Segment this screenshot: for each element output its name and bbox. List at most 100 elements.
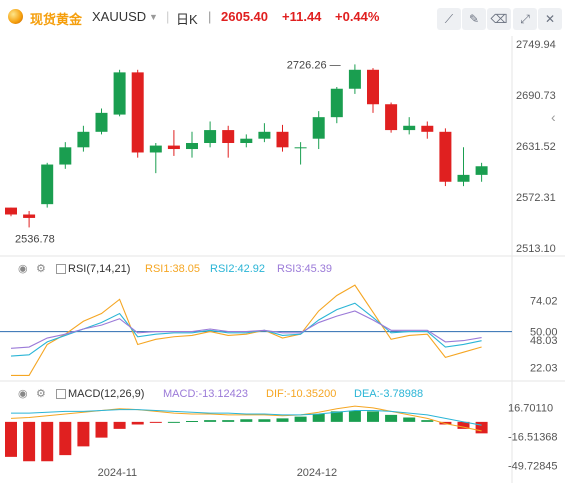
- fullscreen-icon[interactable]: ⤢: [513, 8, 537, 30]
- caret-down-icon[interactable]: ▼: [149, 12, 158, 22]
- gear-icon[interactable]: ⚙: [36, 263, 46, 275]
- dif-value: DIF:-10.35200: [266, 388, 337, 400]
- macd-bar: [222, 420, 235, 422]
- candle-body: [131, 72, 144, 153]
- rsi-line-rsi1: [11, 284, 482, 376]
- macd-value: MACD:-13.12423: [163, 388, 248, 400]
- rsi-tick-label: 22.03: [530, 363, 558, 375]
- eye-icon[interactable]: ◉: [18, 263, 28, 275]
- macd-bar: [421, 420, 434, 422]
- rsi-tick-label: 50.00: [530, 327, 558, 339]
- close-icon[interactable]: ✕: [538, 8, 562, 30]
- macd-bar: [77, 421, 90, 447]
- y-tick-label: 2631.52: [516, 141, 556, 153]
- candle-body: [41, 164, 54, 205]
- candle-body: [385, 104, 398, 131]
- macd-bar: [149, 421, 162, 423]
- candle-body: [312, 117, 325, 139]
- gold-logo-icon: [8, 9, 23, 24]
- rsi2-value: RSI2:42.92: [210, 263, 266, 275]
- candle-body: [59, 147, 72, 165]
- macd-tick-label: -49.72845: [508, 460, 558, 472]
- candle-body: [5, 207, 17, 215]
- macd-bar: [312, 414, 325, 422]
- macd-bar: [330, 411, 343, 422]
- candle-body: [95, 112, 108, 132]
- macd-bar: [59, 421, 72, 456]
- macd-bar: [5, 421, 17, 457]
- macd-bar: [276, 418, 289, 422]
- chevron-left-icon[interactable]: ‹: [551, 109, 556, 125]
- header-divider: |: [166, 9, 170, 24]
- header-bar: 现货黄金 XAUUSD ▼ | 日K | 2605.40 +11.44 +0.4…: [0, 0, 565, 36]
- rsi3-value: RSI3:45.39: [277, 263, 333, 275]
- macd-bar: [258, 419, 271, 422]
- y-tick-label: 2572.31: [516, 192, 556, 204]
- dea-value: DEA:-3.78988: [354, 388, 424, 400]
- dif-line: [10, 405, 482, 432]
- rsi-line-rsi2: [10, 302, 482, 357]
- candle-body: [258, 131, 271, 139]
- macd-bar: [41, 421, 54, 462]
- rsi-tick-label: 74.02: [530, 296, 558, 308]
- candle-body: [367, 69, 379, 105]
- y-tick-label: 2513.10: [516, 243, 556, 255]
- macd-tick-label: -16.51368: [508, 431, 558, 443]
- macd-bar: [186, 421, 198, 422]
- candle-body: [330, 88, 343, 118]
- candle-body: [294, 147, 307, 149]
- period-selector[interactable]: 日K: [176, 12, 198, 27]
- macd-bar: [294, 416, 307, 422]
- macd-bar: [475, 421, 488, 434]
- candle-body: [167, 145, 180, 150]
- macd-label: MACD(12,26,9): [68, 388, 145, 400]
- macd-bar: [204, 420, 217, 422]
- macd-bar: [95, 421, 108, 438]
- y-tick-label: 2690.73: [516, 90, 556, 102]
- macd-bar: [113, 421, 126, 429]
- pen-icon[interactable]: ✎: [462, 8, 486, 30]
- x-tick-label: 2024-12: [297, 467, 337, 479]
- price-change-pct: +0.44%: [335, 9, 380, 24]
- candle-body: [149, 145, 162, 153]
- rsi-label: RSI(7,14,21): [68, 263, 131, 275]
- candle-body: [204, 130, 217, 144]
- eraser-icon[interactable]: ⌫: [487, 8, 511, 30]
- candle-body: [23, 214, 36, 218]
- macd-bar: [131, 421, 144, 425]
- candle-body: [77, 131, 90, 148]
- dea-line: [11, 409, 482, 426]
- gear-icon[interactable]: ⚙: [36, 388, 46, 400]
- candle-body: [403, 125, 416, 131]
- candle-body: [421, 125, 434, 132]
- line-draw-icon[interactable]: ⟋: [437, 8, 461, 30]
- candle-body: [276, 131, 289, 148]
- macd-bar: [240, 419, 253, 422]
- candle-body: [186, 143, 198, 150]
- macd-bar: [23, 421, 36, 462]
- candle-body: [348, 69, 361, 89]
- price-change: +11.44: [282, 9, 322, 24]
- high-price-label: 2726.26 —: [287, 59, 341, 71]
- macd-bar: [367, 411, 379, 422]
- eye-icon[interactable]: ◉: [18, 388, 28, 400]
- candle-body: [457, 174, 470, 182]
- rsi-line-rsi3: [10, 310, 482, 349]
- panel-icon[interactable]: [56, 264, 66, 274]
- candle-body: [222, 130, 235, 144]
- instrument-symbol[interactable]: XAUUSD: [92, 9, 147, 24]
- candle-body: [475, 166, 488, 175]
- candle-body: [113, 72, 126, 115]
- instrument-name: 现货黄金: [30, 12, 83, 27]
- rsi1-value: RSI1:38.05: [145, 263, 201, 275]
- y-tick-label: 2749.94: [516, 39, 556, 51]
- rsi-tick-label: 48.03: [530, 335, 558, 347]
- header-divider: |: [208, 9, 212, 24]
- panel-icon[interactable]: [56, 389, 66, 399]
- low-price-label: 2536.78: [15, 234, 55, 246]
- current-price: 2605.40: [221, 9, 268, 24]
- macd-bar: [385, 414, 398, 422]
- candle-body: [439, 131, 452, 182]
- macd-bar: [348, 410, 361, 422]
